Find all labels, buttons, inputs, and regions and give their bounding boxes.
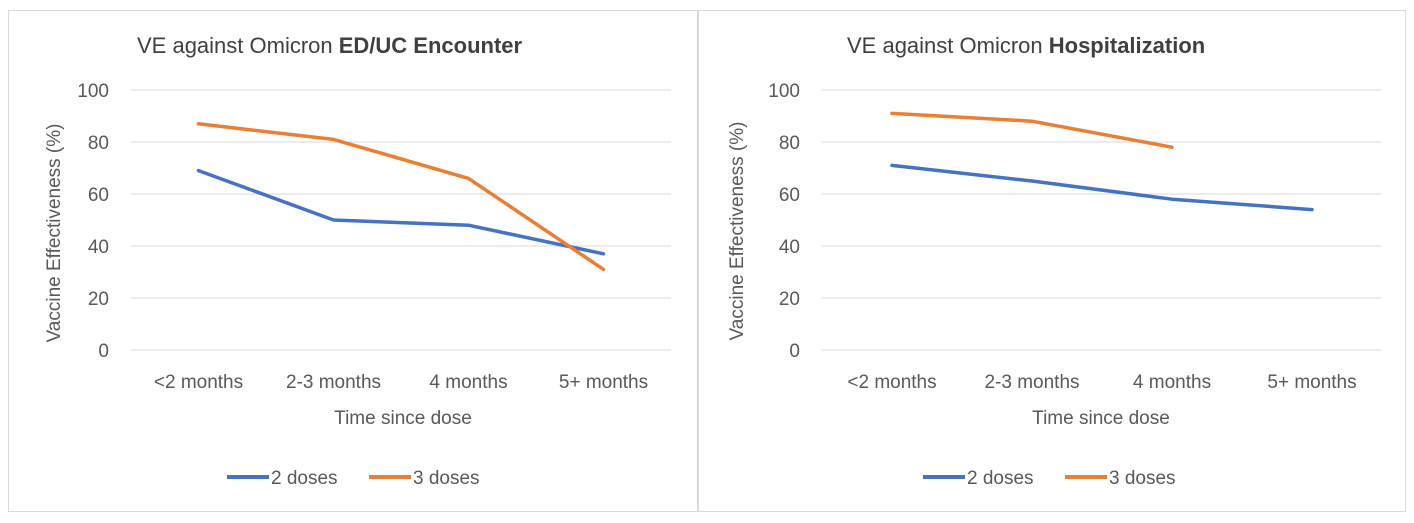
x-axis-label: Time since dose [334, 408, 472, 429]
y-tick-label: 0 [789, 341, 800, 362]
series-line-2-doses [890, 163, 1314, 212]
y-tick-label: 40 [779, 237, 800, 258]
chart-title: VE against Omicron ED/UC Encounter [137, 33, 523, 58]
x-tick-label: 5+ months [559, 372, 648, 393]
y-tick-label: 40 [88, 237, 109, 258]
chart-panel-ed-uc: VE against Omicron ED/UC Encounter 0 20 40… [8, 10, 698, 512]
x-axis-label: Time since dose [1032, 408, 1170, 429]
y-tick-label: 0 [98, 341, 109, 362]
legend-item: 2 doses [227, 468, 338, 489]
series-line-3-doses [196, 122, 606, 272]
y-tick-label: 100 [77, 81, 109, 102]
series-line-2-doses [196, 168, 606, 256]
legend-item: 3 doses [1065, 468, 1176, 489]
legend-label: 3 doses [1109, 468, 1176, 489]
y-tick-label: 60 [88, 185, 109, 206]
y-tick-label: 80 [779, 133, 800, 154]
y-tick-label: 100 [768, 81, 800, 102]
x-tick-label: 2-3 months [286, 372, 381, 393]
y-axis-label: Vaccine Effectiveness (%) [727, 122, 748, 341]
y-tick-label: 60 [779, 185, 800, 206]
y-axis-label: Vaccine Effectiveness (%) [44, 124, 65, 343]
chart-title: VE against Omicron Hospitalization [847, 33, 1205, 58]
legend-item: 2 doses [923, 468, 1034, 489]
x-tick-label: 4 months [429, 372, 507, 393]
legend-label: 2 doses [271, 468, 338, 489]
y-tick-label: 80 [88, 133, 109, 154]
chart-ed-uc-encounter: VE against Omicron ED/UC Encounter 0 20 40… [44, 33, 671, 489]
y-tick-label: 20 [88, 289, 109, 310]
chart-hospitalization: VE against Omicron Hospitalization 0 20 40… [727, 33, 1382, 489]
x-tick-label: 4 months [1133, 372, 1211, 393]
legend-label: 3 doses [413, 468, 480, 489]
x-tick-label: 2-3 months [984, 372, 1079, 393]
x-tick-label: 5+ months [1267, 372, 1356, 393]
y-tick-label: 20 [779, 289, 800, 310]
legend-label: 2 doses [967, 468, 1034, 489]
legend-item: 3 doses [369, 468, 480, 489]
x-tick-label: <2 months [847, 372, 936, 393]
x-tick-label: <2 months [154, 372, 243, 393]
chart-panel-hospitalization: VE against Omicron Hospitalization 0 20 40… [698, 10, 1406, 512]
